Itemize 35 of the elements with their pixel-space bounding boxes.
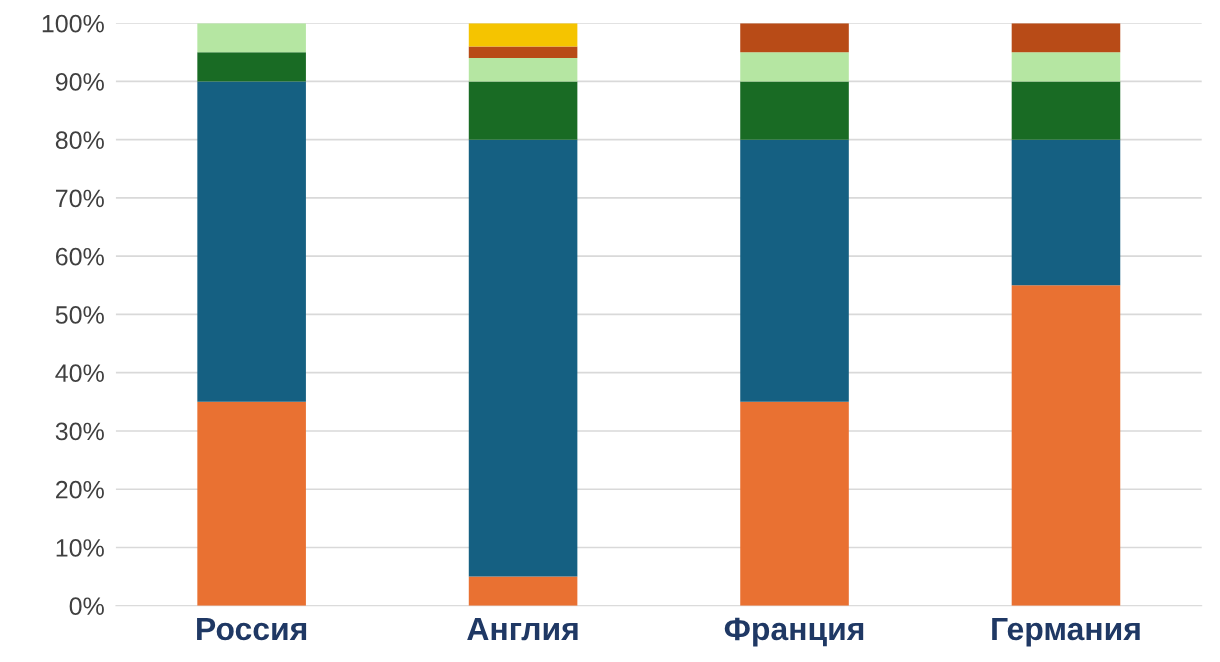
y-tick-label: 100% [42,14,104,33]
bar [468,139,578,577]
bar [740,139,849,402]
x-tick-label: Германия [992,618,1140,647]
bar [1011,23,1121,53]
x-tick-label: Англия [467,618,578,641]
bar [1011,52,1121,82]
y-tick-label: 80% [55,131,104,149]
bar [740,401,849,606]
bar [197,52,306,82]
bar [468,23,578,47]
bar [468,81,578,140]
y-tick-label: 20% [56,480,104,499]
y-tick-label: 40% [55,364,104,383]
bar [1011,285,1121,606]
bar [740,23,849,53]
bar [740,81,849,140]
y-tick-label: 10% [56,539,104,557]
x-tick-label: Франция [724,617,864,647]
bar [740,52,849,82]
bar [197,23,306,53]
bar [197,81,306,402]
bar [468,576,578,606]
y-tick-label: 30% [55,422,104,441]
bar [197,401,306,606]
y-tick-label: 60% [56,247,104,266]
bar [468,58,578,82]
x-tick-label: Россия [197,618,307,641]
y-tick-label: 90% [55,73,104,91]
bar [1011,139,1121,286]
y-tick-label: 50% [55,306,104,324]
y-tick-label: 0% [69,597,104,616]
y-tick-label: 70% [56,189,104,208]
bar [468,46,578,59]
bar [1011,81,1121,140]
